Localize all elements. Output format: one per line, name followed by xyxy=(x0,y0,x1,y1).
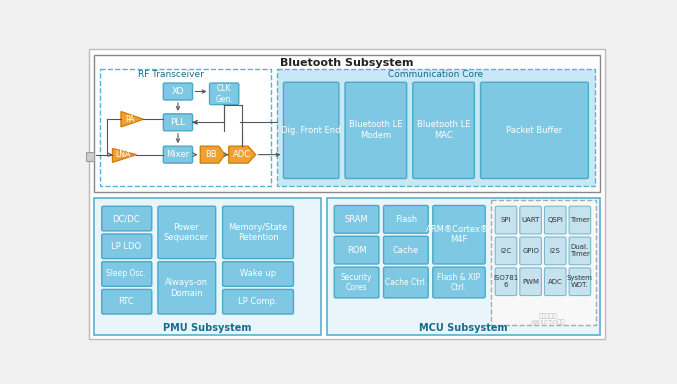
Bar xyxy=(492,200,596,325)
FancyBboxPatch shape xyxy=(284,82,339,179)
FancyBboxPatch shape xyxy=(384,205,428,233)
FancyBboxPatch shape xyxy=(520,237,542,265)
Text: Cache: Cache xyxy=(393,246,419,255)
FancyBboxPatch shape xyxy=(433,267,485,298)
FancyBboxPatch shape xyxy=(209,83,239,104)
FancyBboxPatch shape xyxy=(384,236,428,264)
Text: Packet Buffer: Packet Buffer xyxy=(506,126,563,134)
FancyBboxPatch shape xyxy=(158,262,216,314)
FancyBboxPatch shape xyxy=(544,206,566,234)
Text: PMU Subsystem: PMU Subsystem xyxy=(163,323,251,333)
Text: RF Transceiver: RF Transceiver xyxy=(138,70,204,79)
Text: Memory/State
Retention: Memory/State Retention xyxy=(228,223,288,242)
Text: QSPI: QSPI xyxy=(547,217,563,223)
Text: UART: UART xyxy=(521,217,540,223)
Text: LP LDO: LP LDO xyxy=(111,242,141,251)
Bar xyxy=(87,152,94,161)
FancyBboxPatch shape xyxy=(569,237,590,265)
Text: Flash & XIP
Ctrl.: Flash & XIP Ctrl. xyxy=(437,273,481,292)
Polygon shape xyxy=(200,146,225,163)
FancyBboxPatch shape xyxy=(384,267,428,298)
Text: ISO781
6: ISO781 6 xyxy=(494,275,519,288)
Text: I2C: I2C xyxy=(500,248,512,254)
FancyBboxPatch shape xyxy=(102,206,152,231)
Bar xyxy=(100,69,271,186)
Text: Always-on
Domain: Always-on Domain xyxy=(165,278,208,298)
FancyBboxPatch shape xyxy=(345,82,407,179)
Text: ADC: ADC xyxy=(548,279,563,285)
FancyBboxPatch shape xyxy=(223,206,293,258)
Bar xyxy=(327,198,600,335)
FancyBboxPatch shape xyxy=(163,146,192,163)
Polygon shape xyxy=(121,111,144,127)
FancyBboxPatch shape xyxy=(334,267,379,298)
Text: ROM: ROM xyxy=(347,246,366,255)
FancyBboxPatch shape xyxy=(334,205,379,233)
FancyBboxPatch shape xyxy=(481,82,588,179)
Text: Cache Ctrl.: Cache Ctrl. xyxy=(385,278,427,287)
Text: Dig. Front End: Dig. Front End xyxy=(282,126,341,134)
Text: DC/DC: DC/DC xyxy=(112,214,140,223)
FancyBboxPatch shape xyxy=(433,205,485,264)
Text: RTC: RTC xyxy=(118,297,134,306)
FancyBboxPatch shape xyxy=(102,234,152,258)
FancyBboxPatch shape xyxy=(569,268,590,296)
Text: ADC: ADC xyxy=(233,150,251,159)
Text: Power
Sequencer: Power Sequencer xyxy=(164,223,209,242)
Text: Bluetooth LE
Modem: Bluetooth LE Modem xyxy=(349,120,403,140)
FancyBboxPatch shape xyxy=(223,262,293,286)
Text: SPI: SPI xyxy=(501,217,511,223)
Polygon shape xyxy=(112,149,136,162)
FancyBboxPatch shape xyxy=(544,237,566,265)
FancyBboxPatch shape xyxy=(569,206,590,234)
FancyBboxPatch shape xyxy=(334,236,379,264)
Text: Timer: Timer xyxy=(570,217,590,223)
Text: ARM®Cortex®-
M4F: ARM®Cortex®- M4F xyxy=(426,225,492,245)
FancyBboxPatch shape xyxy=(413,82,475,179)
Bar xyxy=(94,198,321,335)
FancyBboxPatch shape xyxy=(102,290,152,314)
Text: 安富莱电子
@51CTO博客: 安富莱电子 @51CTO博客 xyxy=(531,313,565,326)
FancyBboxPatch shape xyxy=(544,268,566,296)
FancyBboxPatch shape xyxy=(163,83,192,100)
Text: Bluetooth Subsystem: Bluetooth Subsystem xyxy=(280,58,414,68)
FancyBboxPatch shape xyxy=(102,262,152,286)
FancyBboxPatch shape xyxy=(520,206,542,234)
FancyBboxPatch shape xyxy=(495,206,517,234)
Text: Dual.
Timer: Dual. Timer xyxy=(570,244,590,257)
Text: Mixer: Mixer xyxy=(167,150,190,159)
Text: Sleep Osc.: Sleep Osc. xyxy=(106,270,146,278)
Text: GPIO: GPIO xyxy=(522,248,539,254)
Text: LP Comp.: LP Comp. xyxy=(238,297,278,306)
FancyBboxPatch shape xyxy=(495,237,517,265)
FancyBboxPatch shape xyxy=(495,268,517,296)
FancyBboxPatch shape xyxy=(223,290,293,314)
Text: Wake up: Wake up xyxy=(240,270,276,278)
Text: I2S: I2S xyxy=(550,248,561,254)
Text: Bluetooth LE
MAC: Bluetooth LE MAC xyxy=(417,120,471,140)
Text: SRAM: SRAM xyxy=(345,215,368,224)
Text: BB: BB xyxy=(205,150,217,159)
Text: XO: XO xyxy=(172,87,184,96)
Text: System
WDT.: System WDT. xyxy=(567,275,593,288)
Text: MCU Subsystem: MCU Subsystem xyxy=(419,323,508,333)
Text: Security
Cores: Security Cores xyxy=(341,273,372,292)
Text: CLK
Gen.: CLK Gen. xyxy=(215,84,233,104)
FancyBboxPatch shape xyxy=(163,114,192,131)
FancyBboxPatch shape xyxy=(158,206,216,258)
Polygon shape xyxy=(229,146,256,163)
Bar xyxy=(94,55,600,192)
Text: Communication Core: Communication Core xyxy=(389,70,483,79)
Text: Flash: Flash xyxy=(395,215,417,224)
FancyBboxPatch shape xyxy=(520,268,542,296)
Text: PA: PA xyxy=(125,115,135,124)
Bar xyxy=(278,69,594,186)
Text: PLL: PLL xyxy=(170,118,185,127)
Text: PWM: PWM xyxy=(522,279,539,285)
Text: LNA: LNA xyxy=(115,150,130,159)
